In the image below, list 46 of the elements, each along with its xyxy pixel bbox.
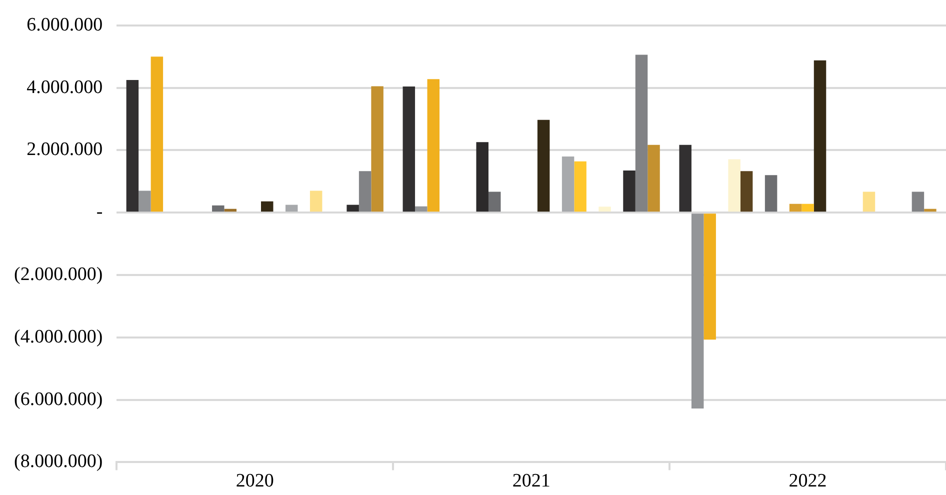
bar bbox=[402, 86, 416, 212]
bar bbox=[740, 171, 753, 212]
bar bbox=[488, 192, 501, 212]
bar bbox=[138, 190, 151, 212]
bar bbox=[635, 54, 648, 212]
y-tick-label: 2.000.000 bbox=[26, 139, 103, 160]
x-tick-label: 2020 bbox=[236, 470, 274, 492]
bar bbox=[814, 60, 826, 212]
x-tick-label: 2021 bbox=[512, 470, 550, 492]
bar bbox=[537, 120, 550, 212]
bar bbox=[261, 201, 274, 212]
bar bbox=[691, 214, 704, 409]
bar bbox=[346, 204, 359, 212]
bar bbox=[224, 208, 237, 212]
bar bbox=[704, 214, 716, 340]
bar bbox=[623, 170, 636, 212]
y-tick-label: 6.000.000 bbox=[26, 14, 103, 36]
bar bbox=[150, 56, 164, 212]
bar bbox=[912, 192, 924, 212]
bar bbox=[679, 144, 692, 212]
bar bbox=[802, 204, 814, 212]
y-tick-label: (8.000.000) bbox=[14, 451, 103, 472]
bar bbox=[862, 192, 876, 212]
bar bbox=[764, 175, 778, 212]
bar bbox=[728, 159, 740, 212]
y-tick-label: (4.000.000) bbox=[14, 326, 103, 348]
bar bbox=[212, 205, 224, 212]
bar bbox=[310, 190, 322, 212]
bar bbox=[924, 208, 936, 212]
bar bbox=[789, 204, 802, 212]
bar bbox=[476, 142, 488, 212]
bar bbox=[648, 144, 660, 212]
y-tick-label: (2.000.000) bbox=[14, 264, 103, 285]
y-tick-label: 4.000.000 bbox=[26, 76, 103, 98]
bar bbox=[126, 80, 139, 212]
bar bbox=[371, 86, 384, 212]
bar bbox=[427, 79, 440, 212]
bar bbox=[285, 204, 298, 212]
bar bbox=[358, 171, 372, 212]
bar bbox=[562, 156, 574, 212]
y-tick-label: - bbox=[96, 202, 103, 223]
bar bbox=[415, 206, 428, 212]
bar bbox=[574, 161, 586, 212]
x-tick-label: 2022 bbox=[788, 470, 827, 492]
bar bbox=[598, 206, 611, 212]
y-tick-label: (6.000.000) bbox=[14, 388, 103, 410]
